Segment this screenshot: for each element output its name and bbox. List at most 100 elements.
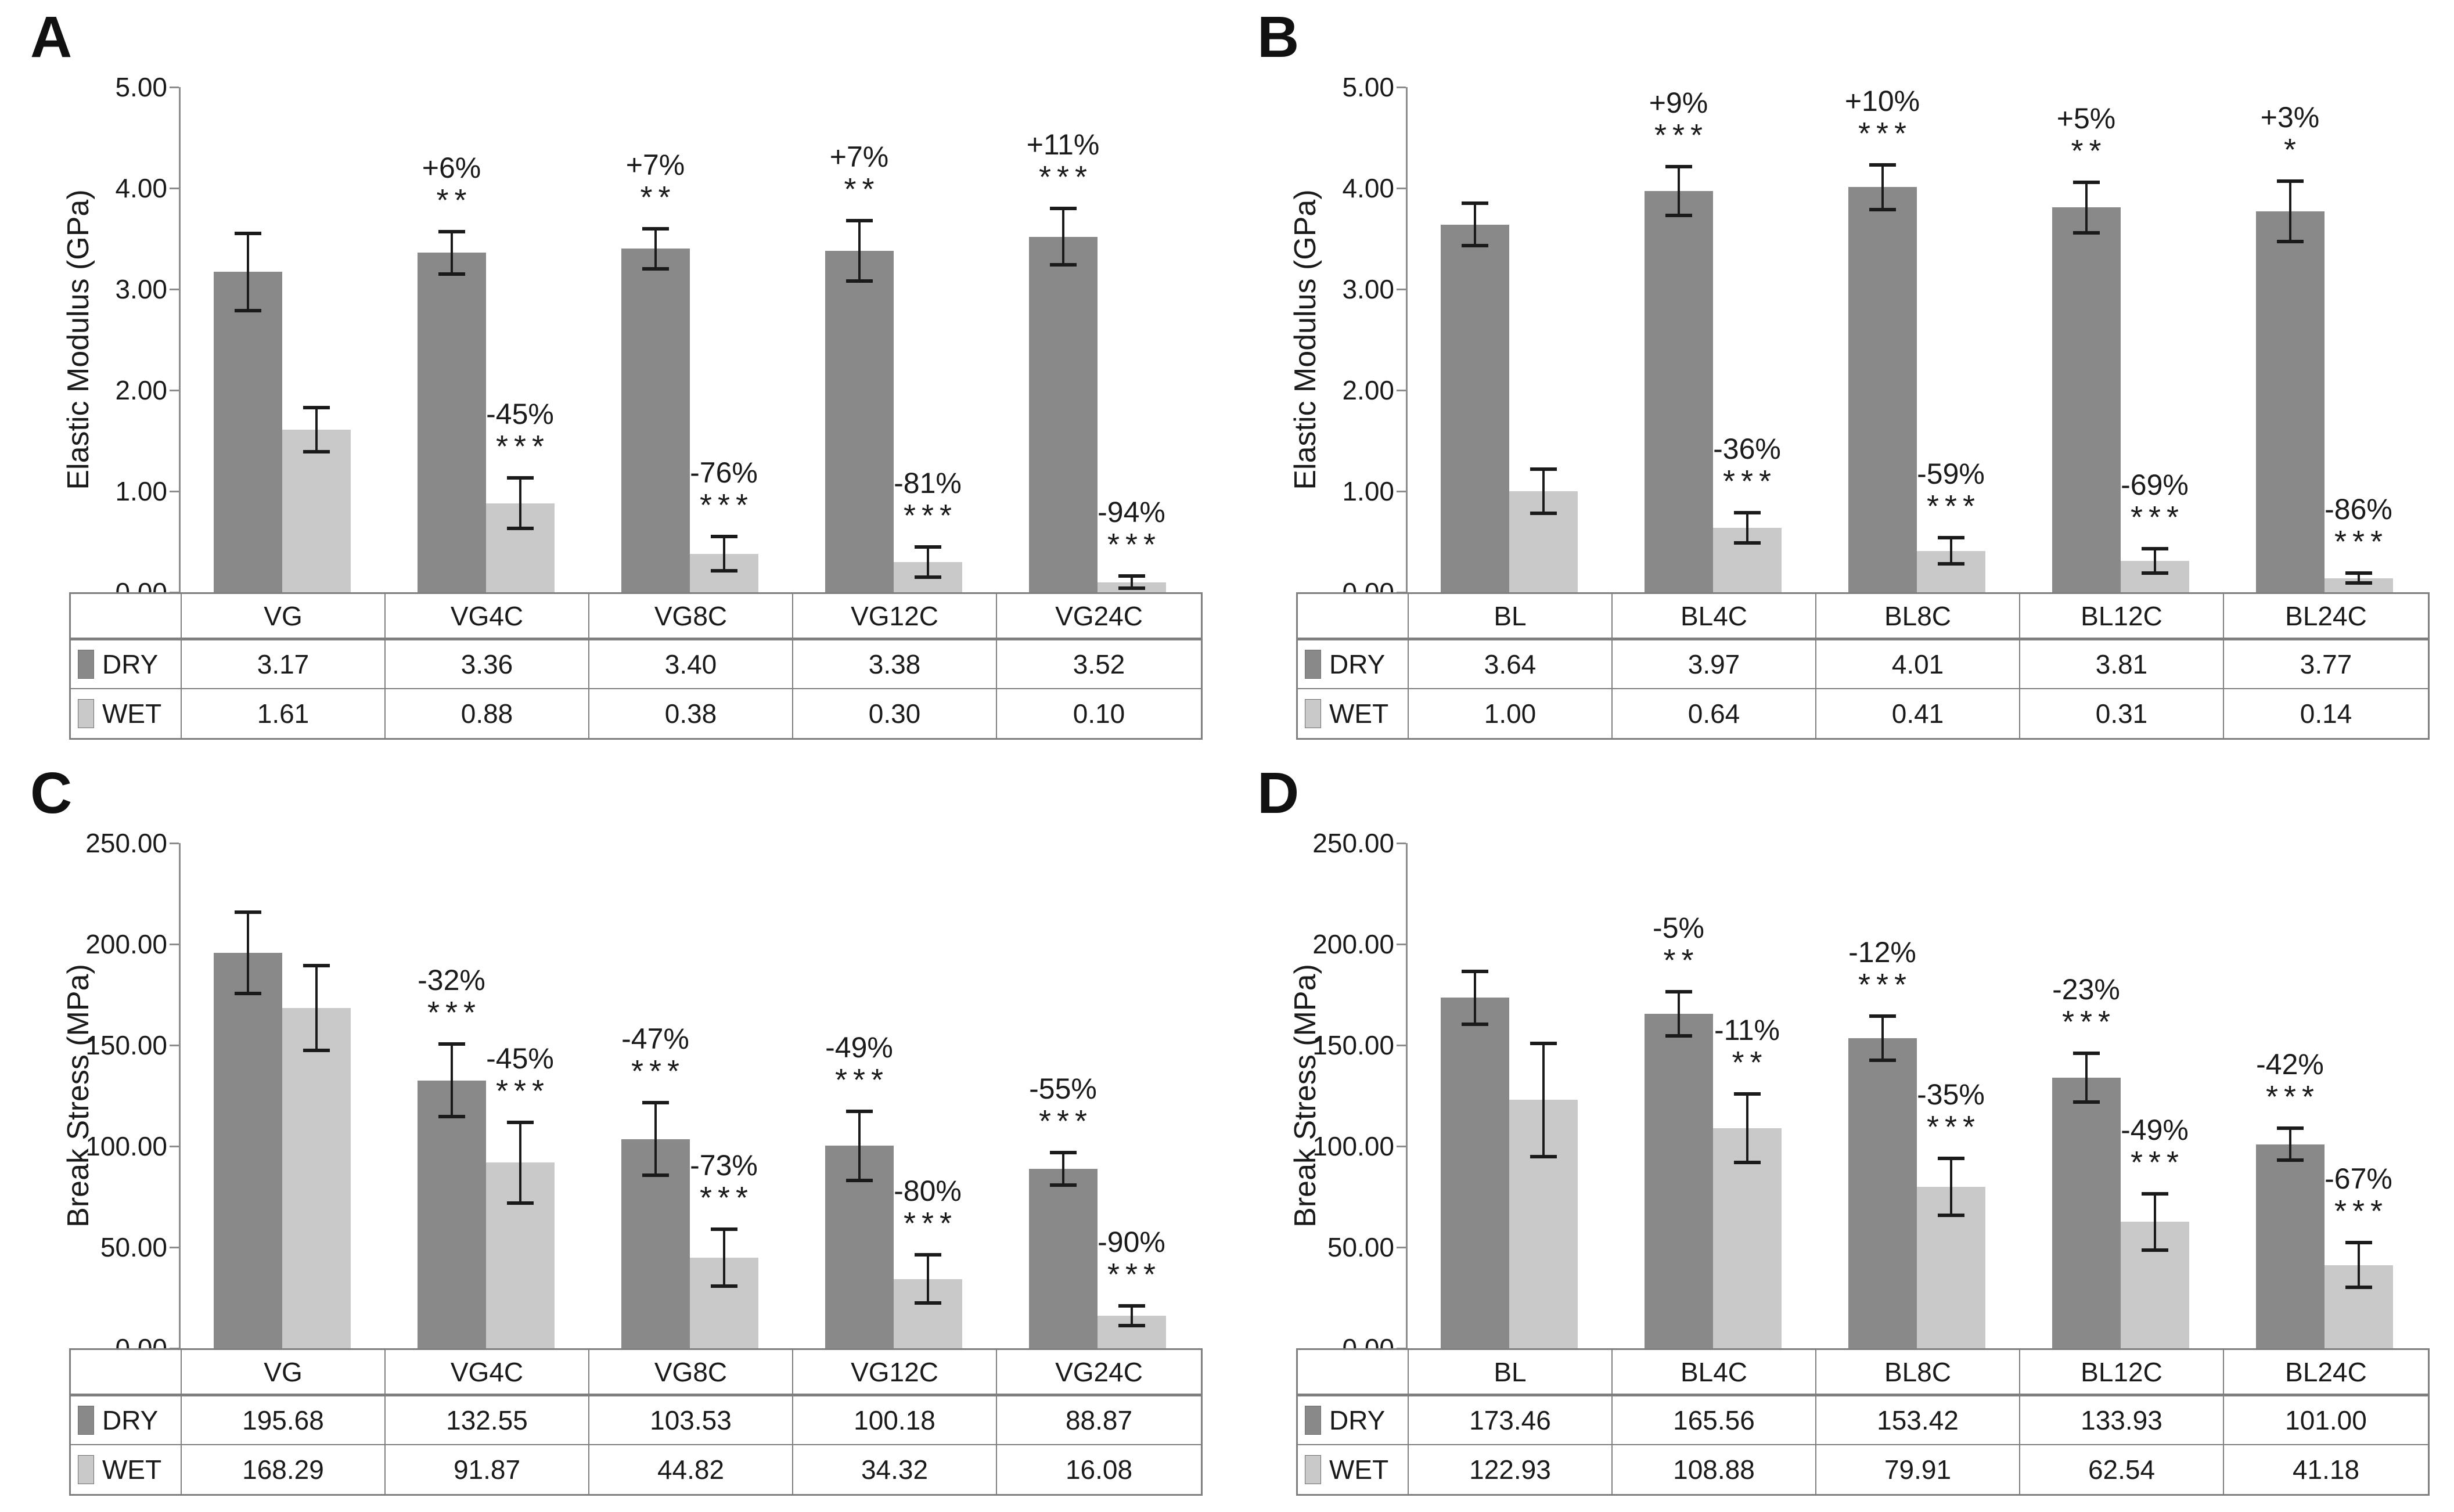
annotation-significance: *** xyxy=(1858,116,1913,151)
annotation-wet-vg12c: -81% *** xyxy=(894,466,962,531)
error-cap-top-dry-vg24c xyxy=(1049,1150,1077,1154)
error-cap-top-dry-bl8c xyxy=(1869,1014,1896,1018)
table-corner-cell xyxy=(71,594,182,640)
annotation-dry-bl12c: +5% ** xyxy=(2057,101,2115,167)
error-bar-wet-vg12c xyxy=(926,546,929,577)
error-cap-bottom-dry-bl12c xyxy=(2072,1100,2100,1104)
bar-wet-vg xyxy=(282,1008,351,1348)
y-axis-tick xyxy=(170,1247,179,1248)
annotation-significance: *** xyxy=(2265,1079,2320,1114)
table-value-wet-bl: 1.00 xyxy=(1409,689,1613,738)
annotation-significance: *** xyxy=(631,1054,686,1089)
bar-dry-bl8c xyxy=(1848,1038,1917,1348)
annotation-significance: *** xyxy=(2061,1005,2117,1040)
error-cap-bottom-wet-bl12c xyxy=(2141,1248,2168,1252)
table-value-wet-vg8c: 0.38 xyxy=(589,689,793,738)
table-value-dry-vg8c: 103.53 xyxy=(589,1396,793,1445)
error-cap-top-dry-vg8c xyxy=(642,1101,669,1105)
annotation-significance: ** xyxy=(640,179,677,215)
panel-label-c: C xyxy=(30,761,73,826)
legend-swatch-wet xyxy=(1305,699,1321,728)
error-cap-top-wet-bl xyxy=(1530,467,1557,471)
annotation-dry-vg24c: -55% *** xyxy=(1029,1071,1097,1137)
error-bar-dry-vg24c xyxy=(1062,1152,1064,1185)
error-bar-dry-bl24c xyxy=(2289,1128,2291,1161)
error-cap-top-dry-vg xyxy=(234,232,261,236)
annotation-significance: *** xyxy=(699,488,754,523)
table-corner-cell xyxy=(1298,594,1409,640)
table-corner-cell xyxy=(71,1350,182,1396)
y-axis-tick xyxy=(170,390,179,391)
error-cap-top-dry-bl12c xyxy=(2072,1052,2100,1056)
bar-dry-bl4c xyxy=(1644,1013,1713,1348)
table-value-dry-vg24c: 88.87 xyxy=(997,1396,1201,1445)
table-value-dry-vg: 3.17 xyxy=(182,640,386,689)
error-cap-bottom-wet-vg4c xyxy=(506,527,534,531)
annotation-dry-vg12c: -49% *** xyxy=(825,1030,893,1096)
error-bar-wet-bl12c xyxy=(2153,1193,2156,1251)
bar-wet-bl4c xyxy=(1712,1128,1782,1348)
y-axis-tick xyxy=(1397,843,1406,844)
y-tick-label: 200.00 xyxy=(1312,929,1394,959)
error-cap-bottom-wet-bl12c xyxy=(2141,571,2168,575)
error-cap-top-dry-bl8c xyxy=(1869,163,1896,167)
y-tick-label: 3.00 xyxy=(115,274,167,304)
error-cap-bottom-wet-vg12c xyxy=(914,575,941,579)
table-header-vg: VG xyxy=(182,594,386,640)
y-axis-tick xyxy=(170,289,179,290)
annotation-wet-bl12c: -69% *** xyxy=(2121,467,2189,533)
error-cap-bottom-dry-bl8c xyxy=(1869,207,1896,211)
error-cap-bottom-dry-vg12c xyxy=(845,1178,873,1182)
table-header-vg4c: VG4C xyxy=(386,1350,589,1396)
legend-swatch-wet xyxy=(78,1455,94,1484)
table-value-wet-bl12c: 0.31 xyxy=(2020,689,2224,738)
error-cap-top-dry-vg12c xyxy=(845,1110,873,1114)
annotation-wet-vg4c: -45% *** xyxy=(486,1041,554,1107)
annotation-wet-vg12c: -80% *** xyxy=(894,1173,962,1239)
annotation-percent: -12% xyxy=(1848,935,1916,969)
annotation-percent: -94% xyxy=(1098,496,1165,529)
table-value-dry-vg12c: 3.38 xyxy=(793,640,997,689)
y-axis-tick xyxy=(1397,390,1406,391)
error-cap-bottom-wet-vg8c xyxy=(710,1284,737,1288)
annotation-significance: *** xyxy=(2130,1144,2185,1180)
error-cap-top-dry-vg xyxy=(234,910,261,915)
error-bar-dry-bl24c xyxy=(2289,181,2291,242)
data-table: VG VG4C VG8C VG12C VG24C DRY 195.68 132.55 103.5… xyxy=(69,1348,1203,1496)
annotation-percent: +11% xyxy=(1026,128,1100,161)
table-header-vg4c: VG4C xyxy=(386,594,589,640)
table-value-wet-vg: 1.61 xyxy=(182,689,386,738)
error-bar-wet-bl24c xyxy=(2357,573,2360,584)
legend-label-dry: DRY xyxy=(102,649,159,679)
error-cap-top-dry-vg12c xyxy=(845,218,873,222)
legend-cell-dry: DRY xyxy=(71,1396,182,1445)
y-tick-label: 2.00 xyxy=(1342,375,1394,405)
annotation-percent: +7% xyxy=(625,148,685,181)
error-cap-top-dry-bl24c xyxy=(2276,1126,2304,1130)
table-header-bl12c: BL12C xyxy=(2020,1350,2224,1396)
annotation-significance: *** xyxy=(699,1180,754,1216)
annotation-significance: *** xyxy=(903,1205,958,1241)
bar-dry-bl12c xyxy=(2052,1077,2121,1348)
legend-cell-wet: WET xyxy=(71,689,182,738)
legend-swatch-dry xyxy=(78,650,94,679)
error-bar-dry-bl xyxy=(1473,971,1476,1024)
table-value-dry-bl8c: 4.01 xyxy=(1816,640,2020,689)
y-axis-tick xyxy=(1397,1045,1406,1046)
annotation-percent: -45% xyxy=(486,1042,554,1075)
error-bar-dry-vg8c xyxy=(654,228,657,269)
y-axis-tick xyxy=(170,843,179,844)
table-value-wet-bl24c: 0.14 xyxy=(2300,699,2352,729)
y-tick-label: 150.00 xyxy=(1312,1030,1394,1060)
table-value-dry-vg8c: 3.40 xyxy=(589,640,793,689)
error-cap-bottom-wet-vg12c xyxy=(914,1301,941,1305)
error-cap-top-wet-bl8c xyxy=(1937,1157,1964,1161)
y-tick-label: 200.00 xyxy=(85,929,167,959)
error-cap-bottom-wet-bl xyxy=(1530,512,1557,516)
y-axis-tick xyxy=(1397,1247,1406,1248)
error-cap-bottom-dry-bl24c xyxy=(2276,1158,2304,1162)
error-bar-dry-bl4c xyxy=(1677,167,1680,215)
y-axis-tick xyxy=(170,1146,179,1147)
